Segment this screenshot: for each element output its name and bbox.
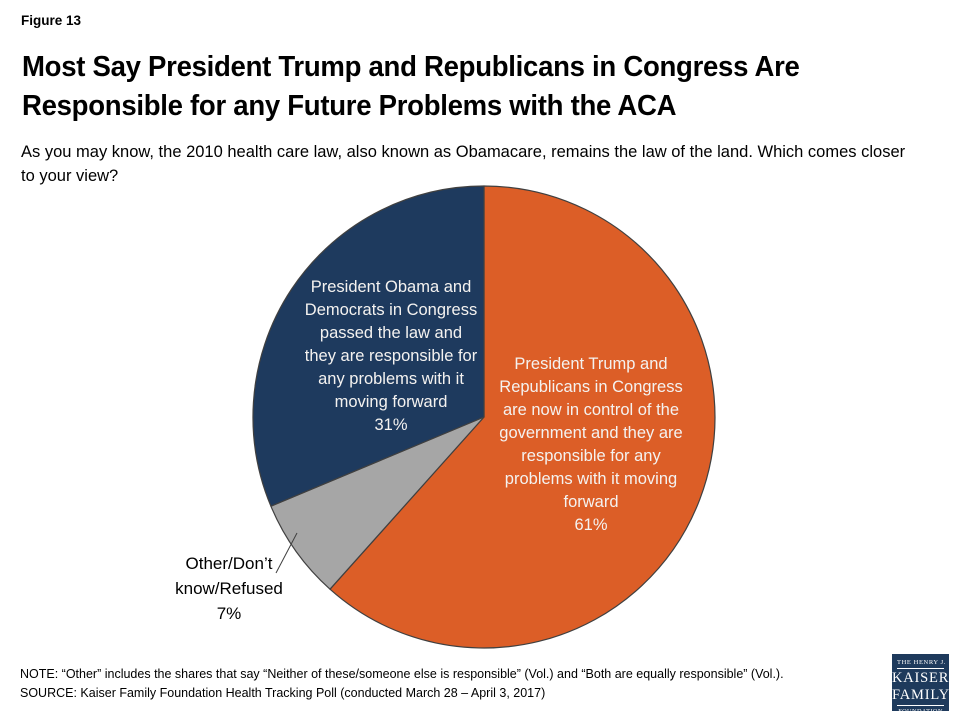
kff-logo-kaiser: KAISER (892, 670, 950, 686)
figure-label: Figure 13 (21, 13, 82, 28)
slice-label-obama-democrats: President Obama and Democrats in Congres… (304, 278, 478, 434)
kff-logo-line-bottom: FOUNDATION (897, 705, 944, 715)
kff-logo-family: FAMILY (892, 687, 950, 703)
footnote-note: NOTE: “Other” includes the shares that s… (20, 667, 784, 681)
pie-slices (252, 185, 716, 649)
pie-slice-trump-republicans (329, 185, 716, 649)
leader-line-other (275, 532, 298, 574)
page-subtitle: As you may know, the 2010 health care la… (21, 143, 906, 185)
page-title: Most Say President Trump and Republicans… (22, 51, 800, 122)
kff-logo-line-top: THE HENRY J. (897, 659, 945, 669)
slice-label-trump-republicans: President Trump and Republicans in Congr… (499, 355, 683, 534)
pie-slice-other-dk-refused (270, 416, 485, 590)
slice-label-other-dk-refused: Other/Don’t know/Refused 7% (175, 554, 283, 623)
pie-slice-obama-democrats (252, 185, 485, 507)
kff-logo: THE HENRY J. KAISER FAMILY FOUNDATION (892, 654, 950, 715)
footnote-source: SOURCE: Kaiser Family Foundation Health … (20, 686, 546, 700)
